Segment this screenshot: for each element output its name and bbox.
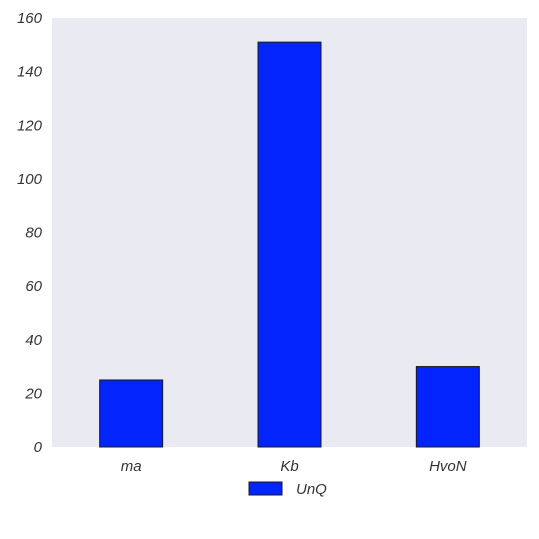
legend-label: UnQ [296, 481, 327, 498]
bar-kb [257, 41, 322, 448]
x-tick-label: HvoN [429, 458, 467, 475]
y-tick-label: 120 [17, 117, 43, 134]
y-tick-label: 40 [25, 332, 42, 349]
x-tick-label: Kb [280, 458, 298, 475]
bar-hvon [415, 366, 480, 448]
bar-ma [99, 379, 164, 448]
y-tick-label: 80 [25, 225, 42, 242]
legend: UnQ [248, 481, 327, 498]
y-tick-label: 0 [34, 439, 43, 456]
y-axis: 0 20 40 60 80 100 120 140 160 [17, 10, 43, 456]
x-tick-label: ma [121, 458, 142, 475]
y-tick-label: 20 [24, 385, 42, 402]
y-tick-label: 160 [17, 10, 43, 27]
legend-swatch [248, 481, 283, 496]
y-tick-label: 100 [17, 171, 43, 188]
y-tick-label: 60 [25, 278, 42, 295]
bar-series [99, 41, 480, 448]
x-axis: ma Kb HvoN [121, 458, 467, 475]
y-tick-label: 140 [17, 64, 43, 81]
